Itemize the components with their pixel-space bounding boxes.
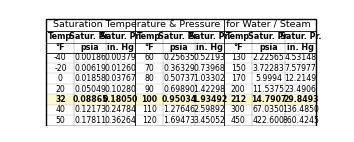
Text: 2.59892: 2.59892 bbox=[194, 105, 225, 114]
Text: -20: -20 bbox=[54, 64, 67, 73]
Text: 20: 20 bbox=[56, 85, 65, 94]
Text: 4.53148: 4.53148 bbox=[285, 53, 317, 62]
Text: °F: °F bbox=[233, 43, 243, 52]
Text: 50: 50 bbox=[56, 116, 65, 125]
Text: 3.45052: 3.45052 bbox=[193, 116, 225, 125]
Text: °F: °F bbox=[56, 43, 65, 52]
Text: 170: 170 bbox=[230, 74, 245, 83]
Text: 29.8493: 29.8493 bbox=[283, 95, 318, 104]
Text: 0.95034: 0.95034 bbox=[161, 95, 196, 104]
Text: 5.9994: 5.9994 bbox=[255, 74, 282, 83]
Text: 80: 80 bbox=[144, 74, 154, 83]
Text: 422.600: 422.600 bbox=[252, 116, 284, 125]
Text: 100: 100 bbox=[141, 95, 157, 104]
Text: 0.00379: 0.00379 bbox=[105, 53, 136, 62]
Text: psia: psia bbox=[81, 43, 99, 52]
Text: 0.73968: 0.73968 bbox=[194, 64, 225, 73]
Text: 11.5375: 11.5375 bbox=[252, 85, 284, 94]
Text: 0.01260: 0.01260 bbox=[105, 64, 137, 73]
Text: Temp: Temp bbox=[226, 32, 250, 41]
Text: 0.25635: 0.25635 bbox=[163, 53, 195, 62]
Text: 12.2149: 12.2149 bbox=[285, 74, 317, 83]
Text: 0.01858: 0.01858 bbox=[74, 74, 106, 83]
Text: 60: 60 bbox=[144, 53, 154, 62]
Text: 0.12173: 0.12173 bbox=[74, 105, 106, 114]
Text: 0.00619: 0.00619 bbox=[74, 64, 106, 73]
Text: 120: 120 bbox=[142, 116, 156, 125]
Text: 0.18050: 0.18050 bbox=[103, 95, 138, 104]
Text: in. Hg: in. Hg bbox=[107, 43, 134, 52]
Text: 23.4906: 23.4906 bbox=[285, 85, 316, 94]
Text: 1.03302: 1.03302 bbox=[193, 74, 225, 83]
Text: 7.57977: 7.57977 bbox=[285, 64, 316, 73]
Text: 1.42298: 1.42298 bbox=[193, 85, 225, 94]
Text: 0.36329: 0.36329 bbox=[163, 64, 195, 73]
Text: 200: 200 bbox=[231, 85, 245, 94]
Text: Saturation Temperature & Pressure  for Water / Steam: Saturation Temperature & Pressure for Wa… bbox=[53, 20, 310, 30]
Text: 0.36264: 0.36264 bbox=[105, 116, 137, 125]
Text: 14.7907: 14.7907 bbox=[251, 95, 286, 104]
Text: Satur. Pr.: Satur. Pr. bbox=[69, 32, 111, 41]
Text: 0.05049: 0.05049 bbox=[74, 85, 106, 94]
Text: 0: 0 bbox=[58, 74, 63, 83]
Text: -40: -40 bbox=[54, 53, 67, 62]
Text: 130: 130 bbox=[230, 53, 245, 62]
Text: 0.10280: 0.10280 bbox=[105, 85, 137, 94]
Text: 212: 212 bbox=[230, 95, 246, 104]
Text: 2.22565: 2.22565 bbox=[252, 53, 284, 62]
Text: 70: 70 bbox=[144, 64, 154, 73]
Text: Satur. Pr.: Satur. Pr. bbox=[100, 32, 141, 41]
Text: 860.4245: 860.4245 bbox=[282, 116, 319, 125]
Text: 67.0350: 67.0350 bbox=[252, 105, 284, 114]
Text: 90: 90 bbox=[144, 85, 154, 94]
Text: 110: 110 bbox=[142, 105, 156, 114]
Text: in. Hg: in. Hg bbox=[196, 43, 223, 52]
Text: psia: psia bbox=[170, 43, 188, 52]
Text: 1.27646: 1.27646 bbox=[163, 105, 195, 114]
Text: 1.93492: 1.93492 bbox=[192, 95, 227, 104]
Text: 0.50737: 0.50737 bbox=[163, 74, 195, 83]
Text: °F: °F bbox=[144, 43, 154, 52]
Text: 0.03767: 0.03767 bbox=[105, 74, 136, 83]
Text: Temp: Temp bbox=[137, 32, 161, 41]
Text: 1.69473: 1.69473 bbox=[163, 116, 195, 125]
Text: 300: 300 bbox=[231, 105, 245, 114]
Text: Temp: Temp bbox=[48, 32, 73, 41]
Text: 0.52193: 0.52193 bbox=[193, 53, 225, 62]
Text: Satur. Pr.: Satur. Pr. bbox=[248, 32, 289, 41]
Text: 0.00186: 0.00186 bbox=[74, 53, 106, 62]
Text: 0.08865: 0.08865 bbox=[72, 95, 108, 104]
Text: 0.69890: 0.69890 bbox=[163, 85, 195, 94]
Text: Satur. Pr.: Satur. Pr. bbox=[158, 32, 200, 41]
Text: Satur. Pr.: Satur. Pr. bbox=[280, 32, 321, 41]
Text: 0.24784: 0.24784 bbox=[104, 105, 137, 114]
Text: 40: 40 bbox=[56, 105, 65, 114]
Text: 3.72283: 3.72283 bbox=[252, 64, 284, 73]
Bar bbox=[46, 94, 316, 105]
Text: in. Hg: in. Hg bbox=[287, 43, 314, 52]
Text: psia: psia bbox=[259, 43, 278, 52]
Text: 450: 450 bbox=[230, 116, 245, 125]
Text: Satur. Pr.: Satur. Pr. bbox=[189, 32, 230, 41]
Text: 136.4850: 136.4850 bbox=[282, 105, 319, 114]
Text: 0.17811: 0.17811 bbox=[74, 116, 106, 125]
Text: 150: 150 bbox=[230, 64, 245, 73]
Text: 32: 32 bbox=[55, 95, 66, 104]
